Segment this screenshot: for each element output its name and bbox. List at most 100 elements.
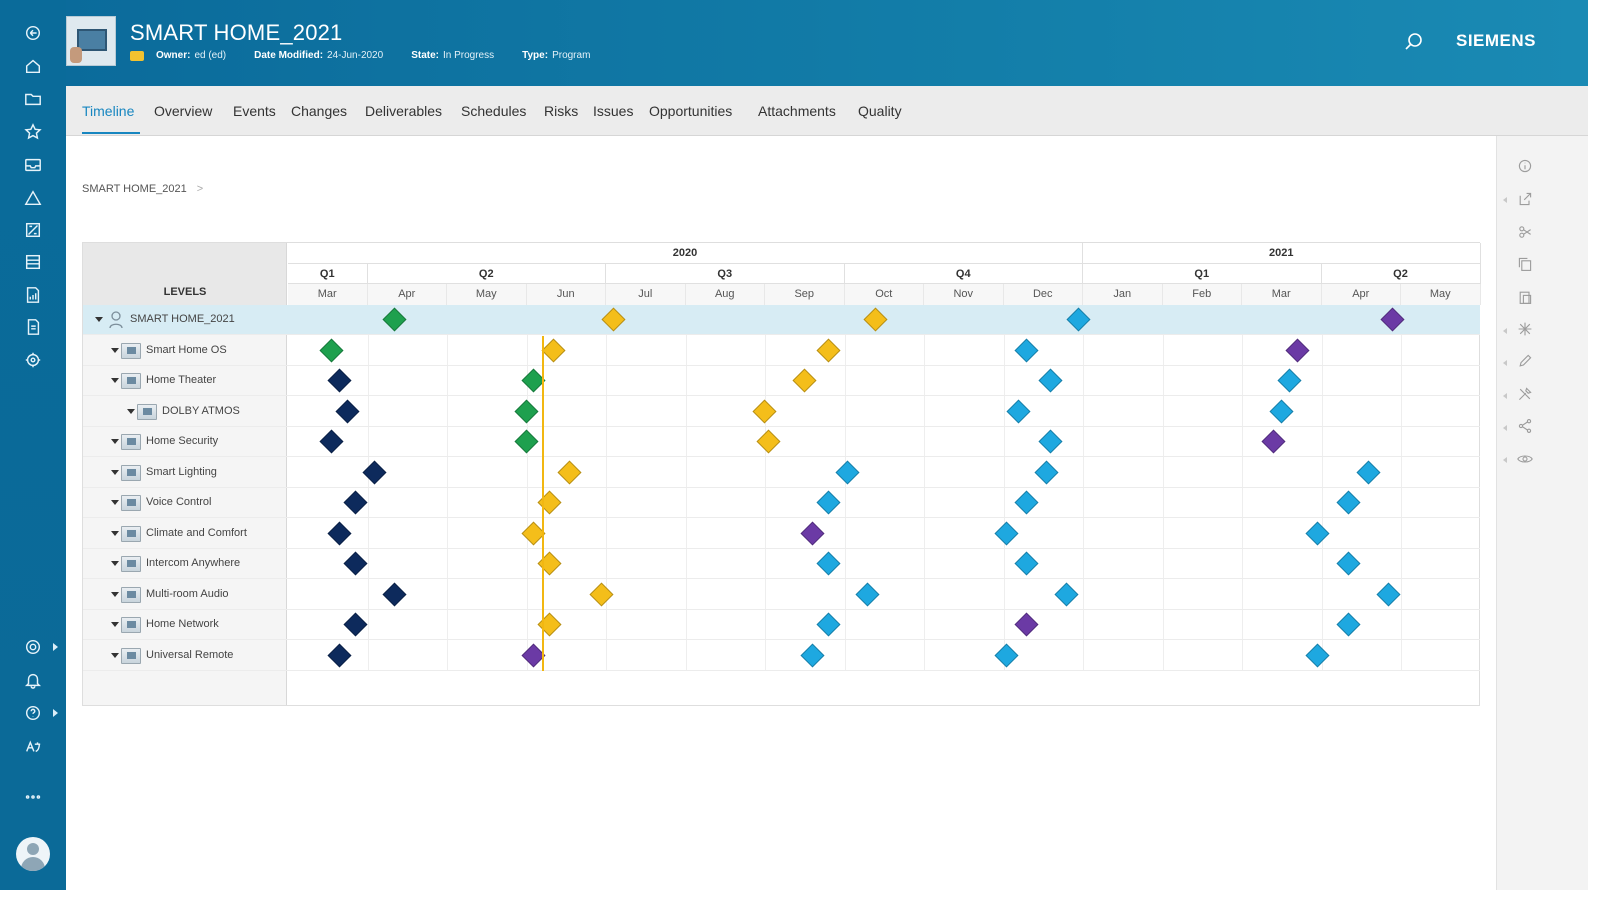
- copy-icon[interactable]: [1517, 256, 1535, 274]
- row-label[interactable]: DOLBY ATMOS: [162, 404, 240, 417]
- caret-down-icon[interactable]: [111, 500, 119, 505]
- milestone-diamond[interactable]: [1376, 581, 1401, 607]
- row-label[interactable]: Home Security: [146, 435, 219, 447]
- milestone-diamond[interactable]: [816, 490, 841, 515]
- tab-quality[interactable]: Quality: [858, 103, 902, 119]
- bell-icon[interactable]: [22, 669, 44, 691]
- milestone-diamond[interactable]: [589, 581, 614, 607]
- caret-down-icon[interactable]: [111, 652, 119, 658]
- star-icon[interactable]: [22, 121, 44, 143]
- tab-deliverables[interactable]: Deliverables: [365, 103, 443, 119]
- tab-schedules[interactable]: Schedules: [461, 103, 527, 119]
- edit-icon[interactable]: [1517, 353, 1535, 371]
- search-icon[interactable]: [1404, 32, 1426, 54]
- milestone-diamond[interactable]: [1054, 581, 1079, 607]
- caret-down-icon[interactable]: [111, 561, 119, 566]
- caret-down-icon[interactable]: [111, 469, 119, 475]
- milestone-diamond[interactable]: [513, 398, 539, 424]
- row-label[interactable]: Smart Home OS: [146, 343, 227, 356]
- milestone-diamond[interactable]: [601, 307, 626, 332]
- back-icon[interactable]: [22, 22, 44, 44]
- milestone-diamond[interactable]: [343, 490, 368, 515]
- chevron-right-icon[interactable]: >: [196, 183, 204, 195]
- workflow-icon[interactable]: [22, 349, 44, 371]
- milestone-diamond[interactable]: [855, 581, 880, 607]
- milestone-diamond[interactable]: [1261, 429, 1286, 454]
- milestone-diamond[interactable]: [800, 520, 825, 546]
- milestone-diamond[interactable]: [1304, 520, 1330, 546]
- row-label[interactable]: SMART HOME_2021: [130, 313, 235, 325]
- view-expand-icon[interactable]: [1503, 457, 1507, 463]
- tab-issues[interactable]: Issues: [593, 103, 634, 119]
- paste-icon[interactable]: [1517, 289, 1535, 307]
- tools-expand-icon[interactable]: [1503, 393, 1507, 399]
- milestone-diamond[interactable]: [382, 581, 407, 607]
- milestone-diamond[interactable]: [792, 368, 817, 393]
- tab-opportunities[interactable]: Opportunities: [649, 103, 733, 119]
- milestone-diamond[interactable]: [343, 612, 368, 637]
- help-expand-icon[interactable]: [53, 709, 58, 717]
- timeline-row[interactable]: Home Network: [83, 610, 1480, 640]
- milestone-diamond[interactable]: [756, 429, 781, 454]
- tab-changes[interactable]: Changes: [291, 103, 348, 119]
- view-icon[interactable]: [1517, 451, 1535, 469]
- milestone-diamond[interactable]: [863, 307, 888, 332]
- timeline-row[interactable]: Intercom Anywhere: [83, 549, 1480, 579]
- milestone-diamond[interactable]: [1285, 337, 1310, 363]
- info-icon[interactable]: [1517, 158, 1535, 176]
- milestone-diamond[interactable]: [1304, 642, 1330, 668]
- milestone-diamond[interactable]: [835, 459, 860, 485]
- timeline-row[interactable]: Multi-room Audio: [83, 580, 1480, 610]
- row-label[interactable]: Home Theater: [146, 374, 217, 386]
- timeline-row[interactable]: Smart Home OS: [83, 336, 1480, 366]
- edit-expand-icon[interactable]: [1503, 360, 1507, 366]
- timeline-row[interactable]: SMART HOME_2021: [83, 305, 1480, 335]
- milestone-diamond[interactable]: [1014, 612, 1039, 637]
- row-label[interactable]: Climate and Comfort: [146, 526, 247, 539]
- milestone-diamond[interactable]: [319, 337, 344, 363]
- tools-icon[interactable]: [1517, 386, 1535, 404]
- milestone-diamond[interactable]: [1336, 612, 1361, 637]
- caret-down-icon[interactable]: [111, 530, 119, 536]
- share-expand-icon[interactable]: [1503, 197, 1507, 203]
- milestone-diamond[interactable]: [816, 612, 841, 637]
- caret-down-icon[interactable]: [111, 622, 119, 627]
- timeline-row[interactable]: Home Theater: [83, 366, 1480, 396]
- report-icon[interactable]: [22, 284, 44, 306]
- share-icon[interactable]: [1517, 191, 1535, 209]
- caret-down-icon[interactable]: [111, 378, 119, 383]
- home-icon[interactable]: [22, 55, 44, 77]
- row-label[interactable]: Home Network: [146, 618, 219, 630]
- milestone-diamond[interactable]: [1038, 368, 1063, 393]
- milestone-diamond[interactable]: [362, 459, 387, 485]
- milestone-diamond[interactable]: [1038, 429, 1063, 454]
- milestone-diamond[interactable]: [1034, 459, 1059, 485]
- timeline-row[interactable]: Universal Remote: [83, 641, 1480, 671]
- tab-timeline[interactable]: Timeline: [82, 103, 135, 119]
- milestone-diamond[interactable]: [1269, 398, 1294, 424]
- document-icon[interactable]: [22, 316, 44, 338]
- worklist-icon[interactable]: [22, 251, 44, 273]
- milestone-diamond[interactable]: [800, 642, 825, 668]
- timeline-row[interactable]: Voice Control: [83, 488, 1480, 518]
- milestone-diamond[interactable]: [1336, 490, 1361, 515]
- language-icon[interactable]: [22, 735, 44, 757]
- more-icon[interactable]: [22, 786, 44, 808]
- tab-events[interactable]: Events: [233, 103, 276, 119]
- timeline-row[interactable]: Smart Lighting: [83, 458, 1480, 488]
- new-icon[interactable]: [1517, 321, 1535, 339]
- row-label[interactable]: Universal Remote: [146, 648, 234, 661]
- milestone-diamond[interactable]: [327, 642, 352, 668]
- new-expand-icon[interactable]: [1503, 328, 1507, 334]
- avatar[interactable]: [16, 837, 50, 871]
- milestone-diamond[interactable]: [1356, 459, 1381, 485]
- settings-expand-icon[interactable]: [53, 643, 58, 651]
- milestone-diamond[interactable]: [816, 551, 841, 576]
- caret-down-icon[interactable]: [127, 408, 135, 414]
- milestone-diamond[interactable]: [1006, 398, 1031, 424]
- timeline-row[interactable]: Home Security: [83, 427, 1480, 457]
- breadcrumb-item[interactable]: SMART HOME_2021: [82, 183, 187, 195]
- milestone-diamond[interactable]: [1014, 337, 1039, 363]
- milestone-diamond[interactable]: [557, 459, 582, 485]
- connect-icon[interactable]: [1517, 418, 1535, 436]
